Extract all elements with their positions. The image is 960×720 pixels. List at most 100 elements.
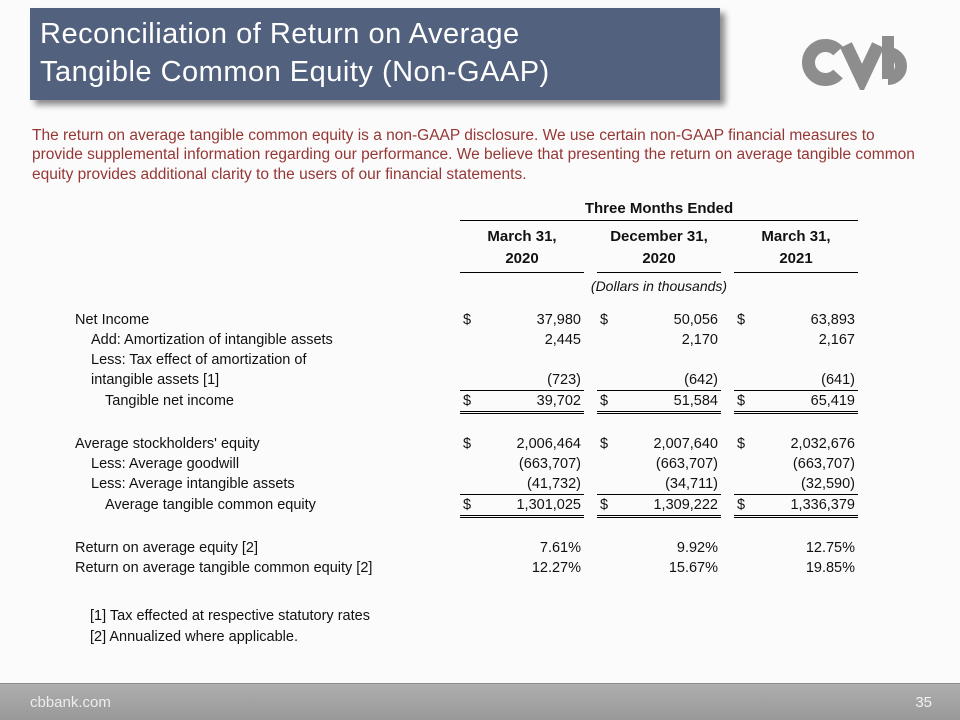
dollar-sign: $	[600, 497, 609, 514]
value-cell: 19.85%	[734, 558, 858, 578]
cell-value: (641)	[821, 372, 855, 389]
value-cell: (41,732)	[460, 474, 584, 496]
cell-value: 12.75%	[805, 540, 855, 557]
cell-value: (663,707)	[655, 456, 718, 473]
table-group-header: Three Months Ended	[460, 200, 858, 222]
cell-value: 7.61%	[539, 540, 581, 557]
cell-value: 1,309,222	[653, 497, 718, 514]
cell-value: 63,893	[810, 312, 855, 329]
column-header-mar-2020: March 31, 2020	[460, 221, 584, 274]
cvb-logo-graphic	[802, 36, 907, 95]
dollar-sign: $	[463, 312, 472, 329]
cell-value: 65,419	[810, 393, 855, 410]
value-cell: 9.92%	[597, 538, 721, 558]
value-cell: 12.27%	[460, 558, 584, 578]
cell-value: (663,707)	[792, 456, 855, 473]
value-cell: (663,707)	[597, 454, 721, 474]
column-header-line1: March 31,	[487, 228, 557, 246]
value-cell: 12.75%	[734, 538, 858, 558]
value-cell: $51,584	[597, 391, 721, 415]
dollar-sign: $	[600, 393, 609, 410]
row-label-avg-tangible-common-equity: Average tangible common equity	[105, 497, 316, 514]
value-cell: $2,006,464	[460, 434, 584, 454]
logo-letter-b	[882, 36, 907, 85]
cell-value: 50,056	[673, 312, 718, 329]
value-cell: $1,309,222	[597, 495, 721, 519]
cell-value: 15.67%	[668, 560, 718, 577]
row-label-avg-stockholders-equity: Average stockholders' equity	[75, 436, 260, 453]
value-cell: 2,170	[597, 330, 721, 350]
footnote-1: [1] Tax effected at respective statutory…	[90, 608, 370, 625]
cvb-logo	[802, 32, 920, 95]
cell-value: (642)	[684, 372, 718, 389]
value-cell: 15.67%	[597, 558, 721, 578]
value-cell: $65,419	[734, 391, 858, 415]
column-header-line1: March 31,	[761, 228, 831, 246]
dollar-sign: $	[463, 393, 472, 410]
column-header-dec-2020: December 31, 2020	[597, 221, 721, 274]
value-cell: (642)	[597, 370, 721, 392]
cell-value: 12.27%	[531, 560, 581, 577]
intro-paragraph: The return on average tangible common eq…	[32, 127, 915, 183]
cell-value: (663,707)	[518, 456, 581, 473]
value-cell	[734, 350, 858, 370]
row-label-less-avg-intangible-assets: Less: Average intangible assets	[91, 476, 295, 493]
column-header-line2: 2020	[505, 250, 539, 268]
cell-value: 2,167	[818, 332, 855, 349]
value-cell: $37,980	[460, 310, 584, 330]
cell-value: 2,006,464	[516, 436, 581, 453]
reconciliation-table: Three Months Ended March 31, 2020 Decemb…	[75, 200, 960, 578]
cell-value: 2,032,676	[790, 436, 855, 453]
dollar-sign: $	[737, 497, 746, 514]
value-cell: (663,707)	[734, 454, 858, 474]
slide-title-line1: Reconciliation of Return on Average	[40, 18, 520, 50]
row-label-less-tax-effect: Less: Tax effect of amortization of	[91, 352, 307, 369]
value-cell: 7.61%	[460, 538, 584, 558]
page-number: 35	[915, 693, 932, 711]
cell-value: 2,170	[681, 332, 718, 349]
cell-value: 9.92%	[676, 540, 718, 557]
value-cell: 2,167	[734, 330, 858, 350]
cell-value: (34,711)	[665, 476, 718, 493]
dollar-sign: $	[737, 436, 746, 453]
units-note: (Dollars in thousands)	[590, 278, 728, 295]
value-cell: $2,032,676	[734, 434, 858, 454]
cell-value: 2,007,640	[653, 436, 718, 453]
value-cell: (641)	[734, 370, 858, 392]
column-header-line1: December 31,	[610, 228, 708, 246]
row-label-return-avg-equity: Return on average equity [2]	[75, 540, 258, 557]
value-cell: $1,301,025	[460, 495, 584, 519]
slide-title-line2: Tangible Common Equity (Non-GAAP)	[40, 56, 550, 88]
logo-letter-v	[840, 42, 884, 95]
cell-value: 37,980	[536, 312, 581, 329]
dollar-sign: $	[600, 436, 609, 453]
cell-value: (41,732)	[526, 476, 581, 493]
value-cell: (723)	[460, 370, 584, 392]
row-label-tangible-net-income: Tangible net income	[105, 393, 234, 410]
cell-value: 39,702	[536, 393, 581, 410]
footer-website: cbbank.com	[30, 693, 111, 711]
title-banner: Reconciliation of Return on Average Tang…	[30, 8, 720, 100]
logo-letter-c	[802, 39, 843, 86]
cell-value: 51,584	[673, 393, 718, 410]
spacer-cell	[75, 200, 447, 221]
cell-value: (723)	[547, 372, 581, 389]
cell-value: 2,445	[544, 332, 581, 349]
row-label-add-amortization: Add: Amortization of intangible assets	[91, 332, 333, 349]
spacer-cell	[75, 273, 447, 310]
footnote-2: [2] Annualized where applicable.	[90, 629, 298, 646]
dollar-sign: $	[737, 393, 746, 410]
footer-bar: cbbank.com 35	[0, 683, 960, 720]
value-cell: (34,711)	[597, 474, 721, 496]
cell-value: 1,336,379	[790, 497, 855, 514]
footnotes: [1] Tax effected at respective statutory…	[90, 606, 960, 648]
table-spacer	[75, 518, 858, 538]
cell-value: 1,301,025	[516, 497, 581, 514]
value-cell: (663,707)	[460, 454, 584, 474]
column-header-line2: 2021	[779, 250, 813, 268]
cell-value: 19.85%	[805, 560, 855, 577]
table-spacer	[75, 414, 858, 434]
value-cell: $39,702	[460, 391, 584, 415]
value-cell: 2,445	[460, 330, 584, 350]
column-header-line2: 2020	[642, 250, 676, 268]
